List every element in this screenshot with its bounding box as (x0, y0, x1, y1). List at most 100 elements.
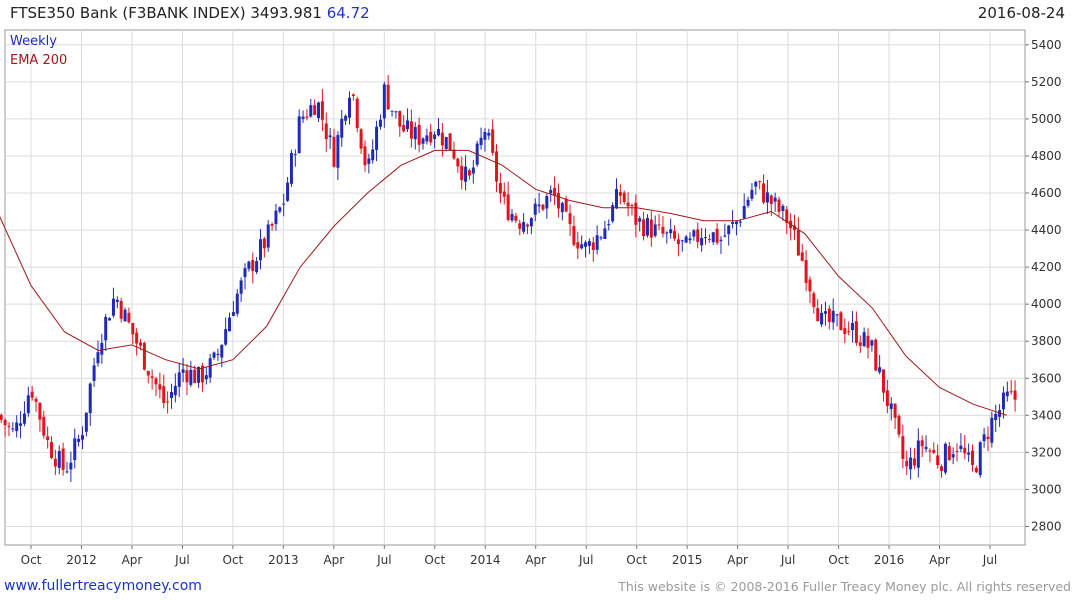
candle-body (131, 322, 135, 335)
candle-body (715, 228, 719, 243)
candle-body (963, 447, 967, 454)
candle-body (893, 403, 897, 418)
site-link[interactable]: www.fullertreacymoney.com (4, 578, 202, 594)
candle-body (181, 369, 185, 373)
candle-body (812, 293, 816, 307)
candle-body (173, 386, 177, 396)
candle-body (38, 402, 42, 420)
x-tick-label: 2013 (268, 553, 299, 567)
candle-body (34, 398, 38, 402)
candle-body (359, 129, 363, 149)
candle-body (243, 268, 247, 278)
y-tick-label: 5000 (1031, 112, 1062, 126)
candle-body (282, 203, 286, 205)
candle-body (847, 331, 851, 333)
candle-body (0, 414, 3, 420)
x-axis: Oct 2012 Apr Jul Oct 2013 Apr Jul Oct 2014 Apr Jul O… (21, 545, 997, 567)
candle-body (676, 239, 680, 245)
candle-body (231, 312, 235, 316)
candle-body (742, 206, 746, 219)
candlesticks (0, 74, 1017, 482)
candle-body (990, 417, 994, 443)
candle-body (96, 352, 100, 364)
candle-body (839, 312, 843, 331)
candle-body (533, 203, 537, 215)
candle-body (951, 454, 955, 458)
legend: Weekly EMA 200 (10, 34, 67, 68)
candle-body (750, 189, 754, 199)
candle-body (69, 462, 73, 470)
candle-body (529, 218, 533, 227)
last-price: 3493.981 (250, 4, 322, 22)
candle-body (916, 440, 920, 468)
candle-body (286, 182, 290, 201)
y-axis: 2800 3000 3200 3400 3600 3800 4000 4200 4400 4600… (1025, 38, 1062, 533)
candle-body (127, 312, 131, 323)
y-tick-label: 4000 (1031, 297, 1062, 311)
candle-body (344, 115, 348, 121)
x-tick-label: Oct (424, 553, 445, 567)
candle-body (402, 125, 406, 132)
x-tick-label: Jul (982, 553, 997, 567)
candle-body (436, 129, 440, 136)
candle-body (491, 129, 495, 153)
candle-body (320, 101, 324, 120)
candle-body (61, 448, 65, 470)
candle-body (734, 221, 738, 225)
candle-body (514, 215, 518, 221)
candle-body (135, 332, 139, 344)
candle-body (858, 342, 862, 346)
candle-body (421, 138, 425, 144)
candle-body (26, 395, 30, 414)
candle-body (622, 192, 626, 202)
x-tick-label: Oct (223, 553, 244, 567)
candle-body (870, 340, 874, 346)
candle-body (460, 165, 464, 181)
copyright-notice: This website is © 2008-2016 Fuller Treac… (618, 579, 1071, 594)
candle-body (882, 369, 886, 393)
candle-body (773, 197, 777, 202)
x-tick-label: Apr (525, 553, 546, 567)
candle-body (409, 121, 413, 139)
x-tick-label: Oct (21, 553, 42, 567)
candle-body (73, 438, 77, 461)
candle-body (212, 352, 216, 358)
candle-body (185, 370, 189, 383)
candle-body (382, 84, 386, 119)
candle-body (42, 416, 46, 436)
candle-body (618, 191, 622, 196)
index-name: FTSE350 Bank (F3BANK INDEX) (10, 4, 246, 22)
candle-body (696, 229, 700, 242)
candle-body (866, 335, 870, 348)
candle-body (587, 241, 591, 246)
candle-body (572, 226, 576, 245)
candle-body (50, 442, 54, 458)
candle-body (11, 428, 15, 430)
candle-body (336, 135, 340, 168)
candle-body (162, 386, 166, 403)
candle-body (994, 413, 998, 421)
plot-frame (4, 29, 1026, 546)
candle-body (371, 149, 375, 161)
candle-body (719, 239, 723, 242)
candle-body (851, 322, 855, 331)
candle-body (943, 443, 947, 473)
candle-body (549, 189, 553, 194)
y-tick-label: 3200 (1031, 445, 1062, 459)
candle-body (139, 342, 143, 346)
candle-body (626, 202, 630, 207)
candle-body (154, 378, 158, 385)
candle-body (502, 191, 506, 197)
candle-body (599, 237, 603, 239)
candle-body (363, 146, 367, 166)
candle-body (301, 116, 305, 119)
candle-body (142, 342, 146, 370)
candle-body (251, 260, 255, 271)
candle-body (835, 314, 839, 316)
candle-body (854, 321, 858, 343)
candle-body (862, 332, 866, 347)
candle-body (406, 120, 410, 130)
candle-body (707, 239, 711, 241)
y-tick-label: 2800 (1031, 519, 1062, 533)
candle-body (278, 207, 282, 212)
